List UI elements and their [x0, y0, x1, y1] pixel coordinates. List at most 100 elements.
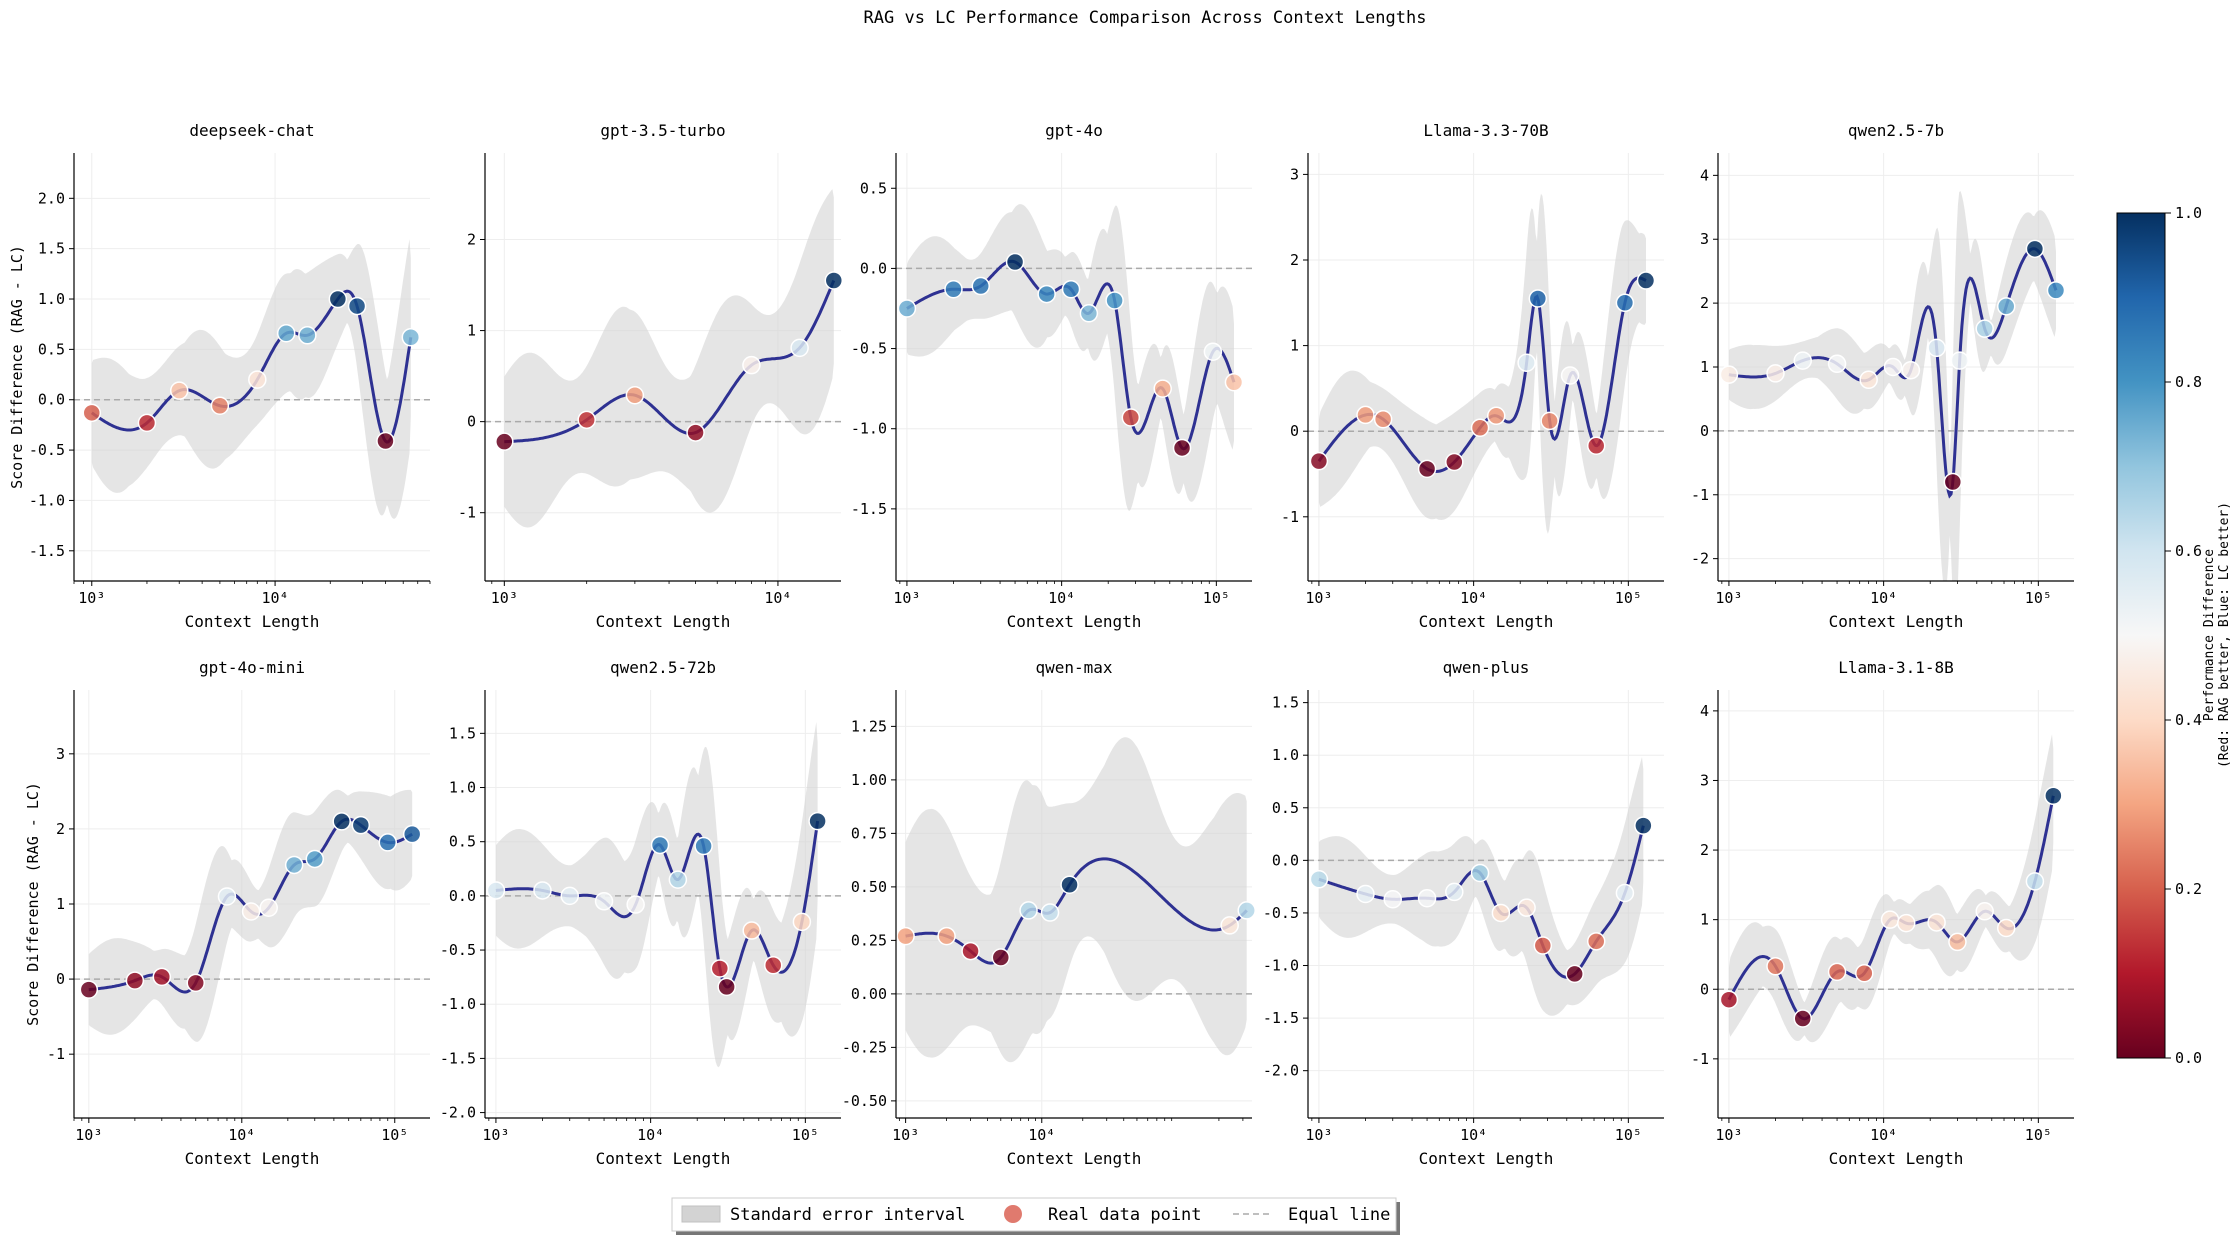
- data-point: [401, 328, 421, 347]
- y-tick-label: 3: [56, 745, 65, 763]
- y-tick-label: -2.0: [1263, 1062, 1299, 1080]
- data-point: [1517, 353, 1536, 372]
- data-point: [1309, 451, 1329, 471]
- data-point: [896, 926, 915, 946]
- x-axis-label: Context Length: [1829, 612, 1964, 631]
- y-tick-label: -1.0: [440, 995, 476, 1013]
- y-tick-label: -2.0: [440, 1104, 476, 1122]
- y-tick-label: -1.0: [1263, 957, 1299, 975]
- y-tick-label: 3: [1290, 165, 1299, 183]
- data-point: [79, 980, 99, 999]
- x-axis-label: Context Length: [185, 1149, 320, 1168]
- y-tick-label: 0.5: [38, 340, 65, 358]
- data-point: [792, 912, 812, 932]
- x-tick-label: 10⁴: [637, 1126, 664, 1144]
- x-tick-label: 10³: [78, 589, 105, 607]
- data-point: [1719, 990, 1739, 1009]
- data-point: [1153, 379, 1172, 398]
- data-point: [347, 296, 367, 316]
- data-point: [1766, 957, 1785, 976]
- data-point: [1540, 411, 1559, 431]
- subplot-qwen2-5-72b: -2.0 -1.5 -1.0 -0.5 0.0 0.5 1.0 1.5 10³ 10⁴ 10⁵ qwe…: [440, 658, 841, 1168]
- colorbar-label-line1: Performance Difference: [2202, 549, 2217, 721]
- x-tick-label: 10⁴: [1870, 589, 1897, 607]
- x-tick-label: 10⁵: [381, 1126, 408, 1144]
- y-tick-label: 1: [56, 895, 65, 913]
- data-point: [284, 855, 304, 875]
- data-point: [1896, 913, 1916, 933]
- data-point: [694, 836, 713, 856]
- std-error-band: [1318, 193, 1646, 534]
- std-error-band: [1318, 757, 1644, 1016]
- data-point: [650, 835, 670, 855]
- y-tick-label: -1: [47, 1045, 65, 1063]
- data-point: [1927, 338, 1946, 358]
- x-tick-label: 10⁴: [1870, 1126, 1897, 1144]
- y-tick-label: 0: [1290, 422, 1299, 440]
- y-tick-label: 2: [56, 820, 65, 838]
- x-tick-label: 10⁴: [1048, 589, 1075, 607]
- data-point: [82, 403, 102, 423]
- y-tick-label: 1.0: [1272, 746, 1299, 764]
- subplot-gpt-4o-mini: -1 0 1 2 3 10³ 10⁴ 10⁵ gpt-4o-mini Context Length…: [24, 658, 430, 1168]
- data-point: [1827, 354, 1847, 374]
- data-point: [1040, 903, 1060, 922]
- y-tick-label: 0.5: [860, 179, 887, 197]
- legend-band-swatch: [681, 1205, 721, 1223]
- x-axis-label: Context Length: [1007, 1149, 1142, 1168]
- x-axis-label: Context Length: [185, 612, 320, 631]
- data-point: [1827, 962, 1847, 982]
- x-tick-label: 10³: [1715, 589, 1742, 607]
- data-point: [2025, 872, 2045, 891]
- data-point: [594, 892, 614, 911]
- y-tick-label: 3: [1700, 230, 1709, 248]
- y-tick-label: 0: [56, 970, 65, 988]
- colorbar-ticks: 0.0 0.2 0.4 0.6 0.8 1.0: [2165, 204, 2202, 1067]
- data-point: [276, 324, 296, 343]
- y-axis-label: Score Difference (RAG - LC): [24, 782, 42, 1026]
- data-point: [824, 271, 844, 290]
- y-tick-label: -1: [1691, 486, 1709, 504]
- x-tick-label: 10⁵: [1615, 589, 1642, 607]
- data-point: [248, 370, 267, 389]
- y-tick-label: -0.5: [29, 441, 65, 459]
- y-tick-label: 0: [467, 413, 476, 431]
- y-tick-label: 0.5: [1272, 799, 1299, 817]
- x-tick-label: 10³: [1305, 1126, 1332, 1144]
- x-tick-label: 10⁵: [1203, 589, 1230, 607]
- data-point: [305, 849, 325, 869]
- data-point: [1996, 918, 2016, 938]
- data-point: [2046, 281, 2066, 300]
- data-point: [1037, 284, 1056, 304]
- subplot-qwen-plus: -2.0 -1.5 -1.0 -0.5 0.0 0.5 1.0 1.5 10³ 10⁴ 10⁵ qwe…: [1263, 658, 1664, 1168]
- data-point: [937, 926, 956, 946]
- data-point: [626, 895, 645, 914]
- data-point: [1005, 252, 1025, 272]
- trend-curve: [905, 857, 1248, 965]
- colorbar-tick-label: 0.4: [2175, 711, 2202, 729]
- std-error-band: [495, 722, 818, 1068]
- data-point: [1356, 405, 1375, 425]
- y-tick-label: 2: [467, 231, 476, 249]
- data-point: [1172, 438, 1192, 458]
- data-point: [1586, 436, 1606, 456]
- x-axis-label: Context Length: [1007, 612, 1142, 631]
- y-tick-label: 0: [1700, 980, 1709, 998]
- x-axis-label: Context Length: [596, 1149, 731, 1168]
- data-point: [1880, 910, 1900, 929]
- y-tick-label: 4: [1700, 166, 1709, 184]
- data-point: [137, 413, 157, 433]
- subplot-title: qwen2.5-72b: [610, 658, 716, 677]
- data-point: [991, 948, 1011, 967]
- y-tick-label: 1: [467, 322, 476, 340]
- data-point: [217, 887, 237, 906]
- x-tick-label: 10³: [1305, 589, 1332, 607]
- data-point: [2044, 786, 2063, 806]
- y-tick-label: 0.0: [1272, 851, 1299, 869]
- subplot-qwen-max: -0.50 -0.25 0.00 0.25 0.50 0.75 1.00 1.25 10³ 10⁴…: [842, 658, 1256, 1168]
- y-axis-label: Score Difference (RAG - LC): [8, 245, 26, 489]
- y-tick-label: 1.5: [449, 724, 476, 742]
- data-point: [1445, 452, 1464, 472]
- data-point: [763, 955, 783, 975]
- y-tick-label: 1.0: [449, 779, 476, 797]
